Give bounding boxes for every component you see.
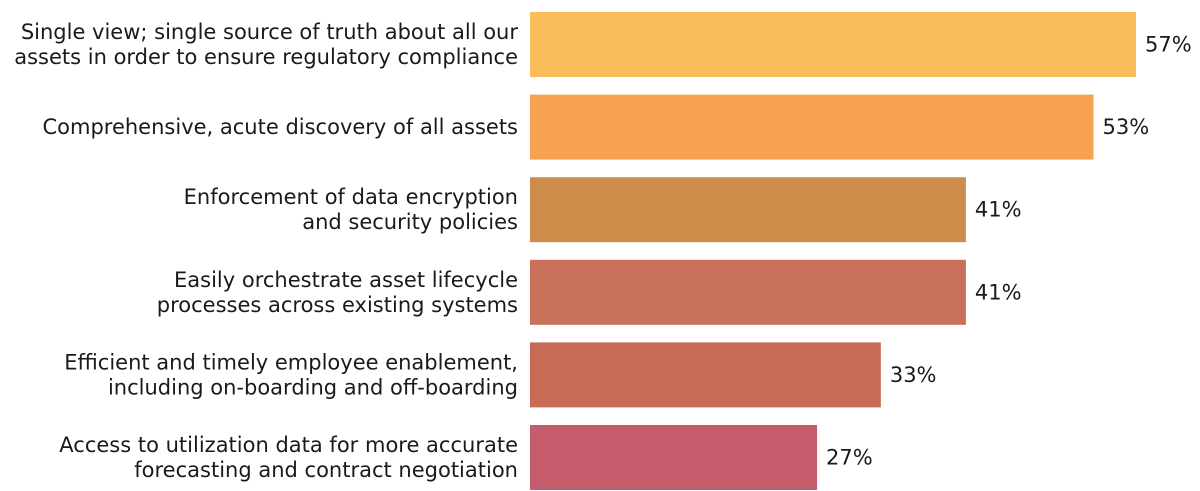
labels-layer: Single view; single source of truth abou… [14, 20, 1191, 482]
category-label-2: Comprehensive, acute discovery of all as… [42, 115, 518, 139]
bar-3 [530, 177, 966, 243]
category-label-line: Enforcement of data encryption [184, 185, 518, 209]
category-label-3: Enforcement of data encryption and securi… [184, 185, 518, 234]
bar-2 [530, 94, 1094, 160]
category-label-line: Access to utilization data for more accu… [59, 433, 518, 457]
category-label-line: including on-boarding and off-boarding [108, 375, 518, 399]
category-label-line: and security policies [302, 210, 518, 234]
bar-4 [530, 259, 966, 325]
value-label-5: 33% [890, 363, 937, 387]
category-label-line: processes across existing systems [157, 293, 518, 317]
category-label-5: Efficient and timely employee enablement… [64, 350, 518, 399]
category-label-line: Efficient and timely employee enablement… [64, 350, 518, 374]
category-label-line: Single view; single source of truth abou… [21, 20, 519, 44]
category-label-6: Access to utilization data for more accu… [59, 433, 518, 482]
value-label-6: 27% [826, 446, 873, 470]
value-label-1: 57% [1145, 33, 1192, 57]
category-label-line: Comprehensive, acute discovery of all as… [42, 115, 518, 139]
value-label-2: 53% [1102, 115, 1149, 139]
category-label-4: Easily orchestrate asset lifecycle proces… [157, 268, 518, 317]
category-label-line: assets in order to ensure regulatory com… [14, 45, 518, 69]
value-label-3: 41% [975, 198, 1022, 222]
category-label-1: Single view; single source of truth abou… [14, 20, 518, 69]
value-label-4: 41% [975, 280, 1022, 304]
bars-layer [530, 12, 1136, 490]
bar-1 [530, 12, 1136, 77]
bar-6 [530, 425, 818, 490]
bar-5 [530, 342, 881, 408]
category-label-line: Easily orchestrate asset lifecycle [174, 268, 518, 292]
category-label-line: forecasting and contract negotiation [134, 458, 518, 482]
